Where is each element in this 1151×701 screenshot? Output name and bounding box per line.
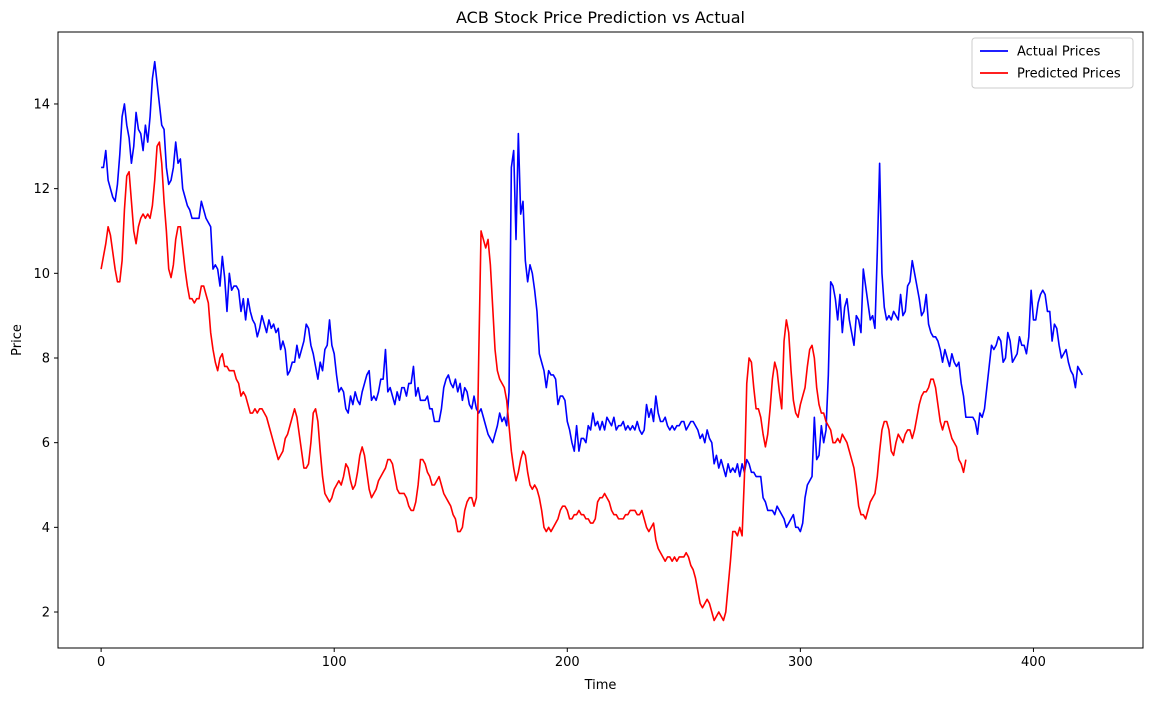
legend-box xyxy=(971,37,1134,89)
series-line-actual xyxy=(101,60,1084,533)
series-line-predicted xyxy=(100,141,967,622)
x-tick-label: 300 xyxy=(788,655,813,670)
y-tick-label: 12 xyxy=(33,182,50,197)
y-tick-label: 6 xyxy=(42,436,50,451)
y-tick-label: 10 xyxy=(33,267,50,282)
legend-entry: Actual Prices xyxy=(980,45,1101,60)
x-tick-label: 400 xyxy=(1021,655,1046,670)
legend-entry: Predicted Prices xyxy=(980,67,1121,82)
legend: Actual Prices Predicted Prices xyxy=(971,37,1134,89)
y-tick-label: 14 xyxy=(33,97,50,112)
legend-label: Predicted Prices xyxy=(1017,67,1121,82)
x-axis-label: Time xyxy=(584,678,617,693)
y-tick-label: 8 xyxy=(42,351,50,366)
y-axis-label: Price xyxy=(10,324,25,356)
legend-label: Actual Prices xyxy=(1017,45,1101,60)
x-tick-label: 0 xyxy=(97,655,105,670)
plot-frame xyxy=(57,31,1144,649)
plot-area xyxy=(57,31,1144,649)
series-layer xyxy=(100,60,1084,622)
y-axis: 2 4 6 8 10 12 14 xyxy=(33,97,58,621)
x-tick-label: 200 xyxy=(555,655,580,670)
x-tick-label: 100 xyxy=(322,655,347,670)
y-tick-label: 2 xyxy=(42,606,50,621)
x-axis: 0 100 200 300 400 xyxy=(97,648,1046,670)
chart-title: ACB Stock Price Prediction vs Actual xyxy=(456,8,745,27)
y-tick-label: 4 xyxy=(42,521,50,536)
